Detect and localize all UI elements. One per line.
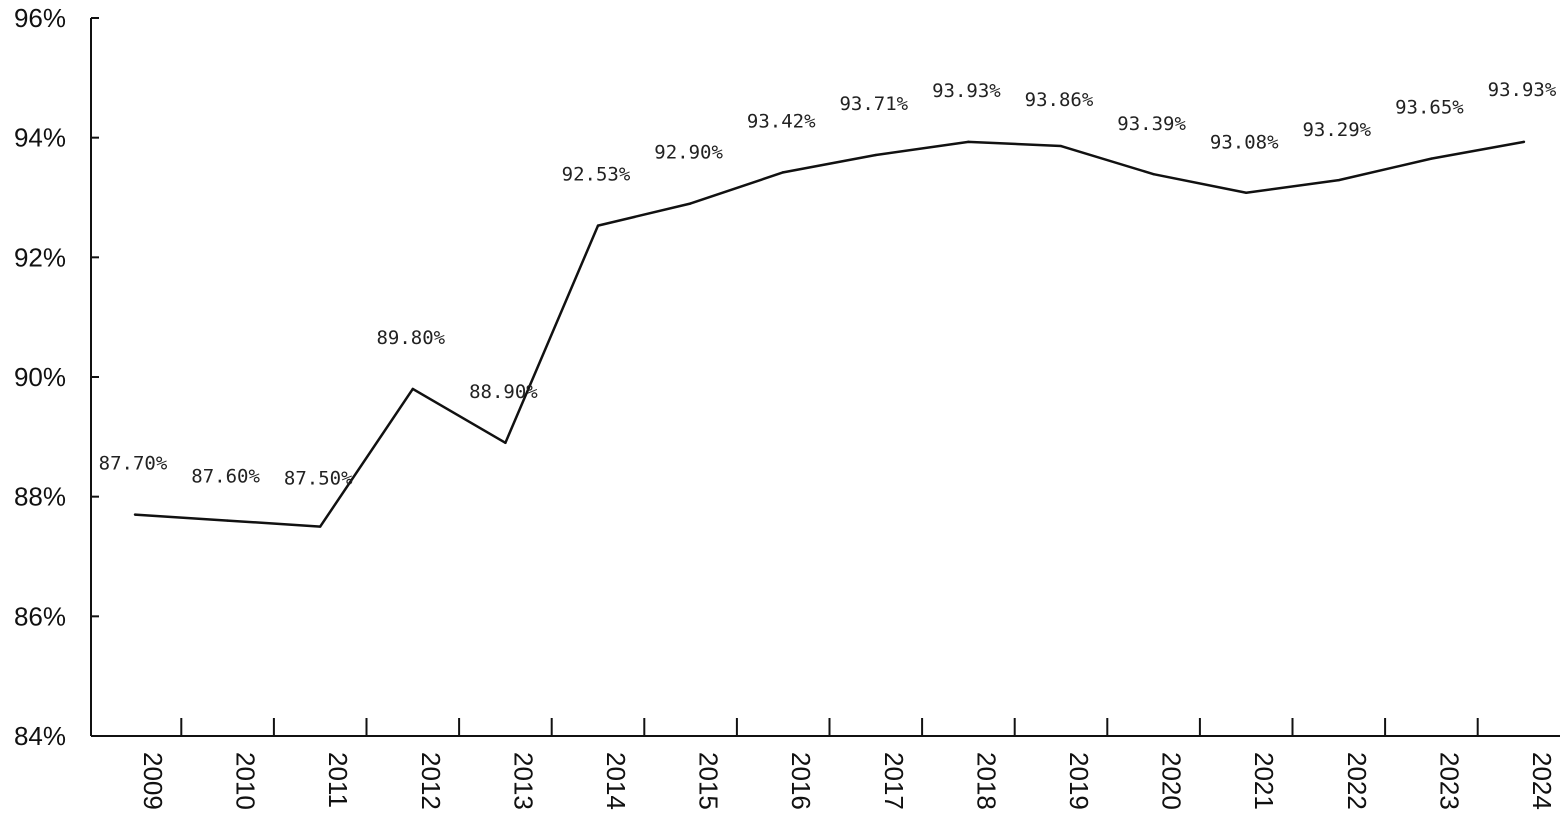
x-tick-label: 2024 [1527, 752, 1557, 810]
x-tick-label: 2010 [231, 752, 261, 810]
data-point [1430, 157, 1433, 160]
data-label: 93.42% [747, 110, 816, 132]
data-label: 88.90% [469, 381, 538, 403]
data-label: 93.29% [1302, 119, 1371, 141]
data-point [1522, 140, 1526, 144]
data-label: 93.86% [1025, 89, 1094, 111]
data-point [1245, 191, 1248, 194]
x-tick-label: 2013 [508, 752, 538, 810]
x-tick-label: 2012 [416, 752, 446, 810]
x-tick-label: 2021 [1249, 752, 1279, 810]
data-point [782, 171, 785, 174]
data-point [874, 153, 877, 157]
data-point [504, 441, 507, 445]
x-tick-label: 2011 [323, 752, 353, 808]
data-label: 87.50% [284, 468, 353, 490]
data-point [689, 202, 692, 205]
data-labels: 87.70% 87.60% 87.50% 89.80% 88.90% 92.53% 92.9… [99, 79, 1557, 490]
series-layer [133, 140, 1526, 528]
data-label: 92.53% [562, 164, 631, 186]
x-tick-label: 2017 [879, 752, 909, 810]
data-point [967, 140, 970, 144]
y-tick-label: 96% [14, 3, 66, 33]
y-tick-label: 90% [14, 362, 66, 392]
data-point [411, 387, 414, 391]
x-tick-label: 2020 [1157, 752, 1187, 810]
data-point [596, 224, 600, 227]
data-point [1059, 144, 1063, 148]
data-point [133, 513, 137, 516]
x-tick-label: 2009 [138, 752, 168, 810]
x-tick-label: 2019 [1064, 752, 1094, 810]
x-tick-label: 2023 [1434, 752, 1464, 810]
y-tick-label: 88% [14, 482, 66, 512]
data-point [319, 525, 322, 528]
data-label: 89.80% [376, 327, 445, 349]
data-label: 93.39% [1117, 113, 1186, 135]
data-label: 87.60% [191, 466, 260, 488]
x-axis-ticks: 2009 2010 2011 2012 2013 2014 2015 2016 2017 2018… [138, 718, 1557, 810]
series-line [134, 140, 1525, 528]
x-tick-label: 2018 [971, 752, 1001, 810]
y-tick-label: 84% [14, 721, 66, 751]
y-tick-label: 94% [14, 123, 66, 153]
data-label: 93.65% [1395, 97, 1464, 119]
data-point [226, 519, 229, 522]
data-label: 93.93% [1488, 79, 1557, 101]
y-tick-label: 86% [14, 601, 66, 631]
data-label: 93.08% [1210, 132, 1279, 154]
data-label: 92.90% [654, 141, 723, 163]
data-point [1152, 172, 1155, 176]
data-label: 87.70% [99, 453, 168, 475]
y-axis-ticks: 84% 86% 88% 90% 92% 94% 96% [14, 3, 99, 751]
y-tick-label: 92% [14, 242, 66, 272]
data-label: 93.71% [839, 93, 908, 115]
x-tick-label: 2014 [601, 752, 631, 810]
x-tick-label: 2022 [1342, 752, 1372, 810]
x-tick-label: 2016 [786, 752, 816, 810]
x-tick-label: 2015 [694, 752, 724, 810]
data-point [1337, 178, 1341, 182]
data-label: 93.93% [932, 80, 1001, 102]
